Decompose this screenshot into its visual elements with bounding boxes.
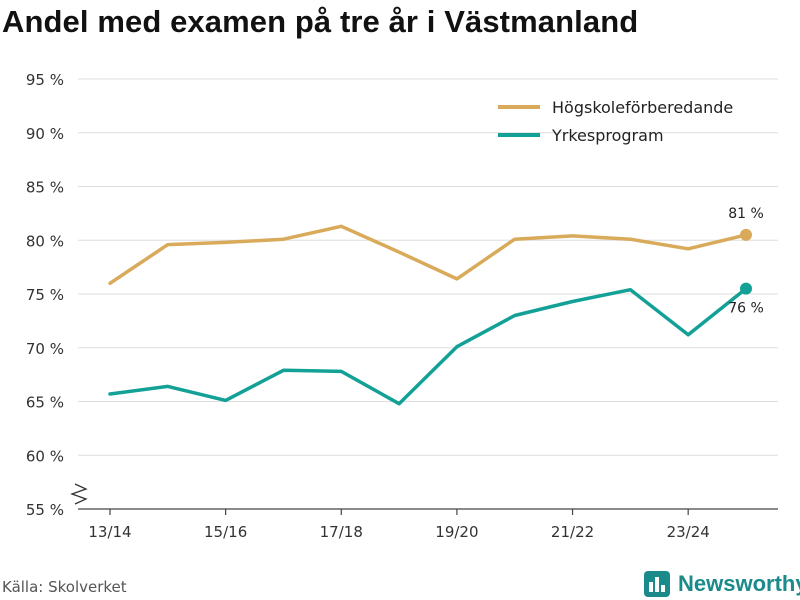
chart-title: Andel med examen på tre år i Västmanland	[2, 4, 639, 39]
y-tick-label: 95 %	[26, 71, 64, 89]
y-tick-label: 80 %	[26, 232, 64, 250]
x-tick-label: 21/22	[551, 523, 594, 541]
y-tick-label: 55 %	[26, 501, 64, 519]
legend-label: Högskoleförberedande	[552, 98, 733, 117]
source-note: Källa: Skolverket	[2, 578, 127, 596]
series-line-hogskoleforberedande	[108, 224, 748, 286]
series-end-marker	[740, 228, 752, 241]
brand-name: Newsworthy	[678, 571, 800, 596]
series-line-yrkesprogram	[108, 286, 748, 406]
bar-chart-icon	[644, 571, 670, 597]
axis-break-icon	[70, 483, 88, 505]
x-tick-label: 17/18	[320, 523, 363, 541]
y-tick-label: 75 %	[26, 286, 64, 304]
y-tick-label: 60 %	[26, 447, 64, 465]
legend-label: Yrkesprogram	[551, 126, 664, 145]
x-tick-label: 19/20	[435, 523, 478, 541]
data-label: 81 %	[728, 206, 764, 222]
x-tick-label: 23/24	[667, 523, 710, 541]
y-tick-label: 85 %	[26, 179, 64, 197]
data-label: 76 %	[728, 301, 764, 317]
y-tick-label: 70 %	[26, 340, 64, 358]
x-tick-label: 15/16	[204, 523, 247, 541]
x-tick-label: 13/14	[88, 523, 131, 541]
y-tick-label: 65 %	[26, 394, 64, 412]
brand-logo: Newsworthy	[644, 569, 800, 599]
y-tick-label: 90 %	[26, 125, 64, 143]
series-end-marker	[740, 282, 752, 295]
